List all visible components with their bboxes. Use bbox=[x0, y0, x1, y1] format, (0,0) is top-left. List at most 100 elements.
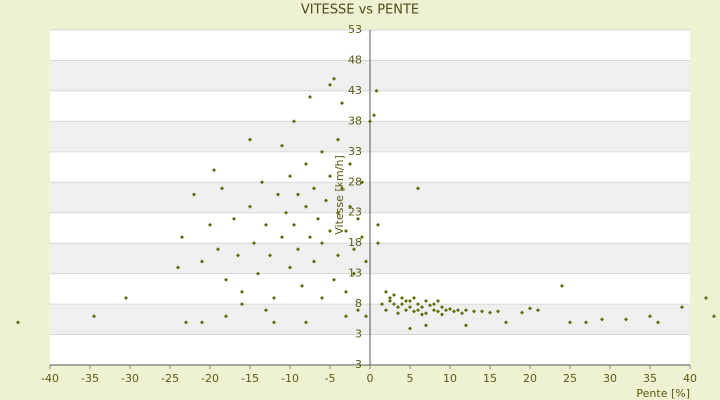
x-tick-label: -20 bbox=[201, 372, 219, 385]
scatter-point bbox=[296, 247, 300, 252]
scatter-point bbox=[416, 186, 420, 191]
x-tick-label: -35 bbox=[81, 372, 99, 385]
scatter-point bbox=[176, 265, 180, 270]
scatter-point bbox=[336, 210, 340, 215]
scatter-point bbox=[584, 320, 588, 325]
scatter-point bbox=[340, 186, 344, 191]
scatter-point bbox=[374, 88, 379, 93]
x-tick-label: 10 bbox=[443, 372, 457, 385]
scatter-point bbox=[208, 222, 212, 227]
scatter-point bbox=[312, 259, 316, 264]
scatter-point bbox=[388, 296, 392, 300]
scatter-point bbox=[272, 320, 276, 325]
scatter-point bbox=[412, 309, 416, 314]
chart-title: VITESSE vs PENTE bbox=[301, 3, 419, 18]
scatter-point bbox=[280, 143, 284, 148]
scatter-point bbox=[276, 192, 280, 197]
x-tick-label: -30 bbox=[121, 372, 139, 385]
y-axis-label: Vitesse [km/h] bbox=[333, 155, 346, 235]
scatter-point bbox=[260, 180, 264, 185]
scatter-point bbox=[332, 277, 336, 282]
scatter-point bbox=[560, 283, 564, 288]
scatter-point bbox=[440, 305, 444, 310]
x-tick-label: 25 bbox=[563, 372, 577, 385]
scatter-point bbox=[404, 308, 408, 313]
scatter-point bbox=[308, 95, 312, 99]
scatter-point bbox=[212, 168, 216, 173]
scatter-point bbox=[92, 314, 96, 319]
scatter-point bbox=[656, 320, 660, 325]
scatter-point bbox=[328, 174, 332, 179]
scatter-point bbox=[408, 299, 412, 304]
scatter-point bbox=[384, 308, 388, 313]
scatter-point bbox=[488, 310, 492, 315]
scatter-point bbox=[420, 305, 424, 310]
x-tick-label: -15 bbox=[241, 372, 259, 385]
scatter-point bbox=[504, 320, 508, 325]
x-tick-label: 0 bbox=[367, 372, 374, 385]
y-tick-label: 48 bbox=[348, 53, 362, 66]
scatter-point bbox=[392, 292, 396, 297]
x-tick-label: 20 bbox=[523, 372, 537, 385]
x-tick-label: -25 bbox=[161, 372, 179, 385]
x-tick-label: 40 bbox=[683, 372, 697, 385]
scatter-point bbox=[304, 162, 308, 166]
scatter-point bbox=[384, 289, 388, 294]
scatter-point bbox=[340, 101, 344, 106]
scatter-point bbox=[328, 82, 332, 87]
scatter-point bbox=[364, 259, 368, 264]
scatter-point bbox=[680, 305, 684, 310]
y-tick-label: 38 bbox=[348, 114, 362, 127]
scatter-point bbox=[396, 311, 400, 316]
scatter-point bbox=[528, 306, 532, 311]
scatter-point bbox=[220, 186, 224, 191]
scatter-point bbox=[372, 113, 376, 118]
scatter-point bbox=[460, 311, 464, 316]
scatter-point bbox=[496, 309, 500, 314]
scatter-point bbox=[284, 210, 288, 215]
scatter-point bbox=[180, 235, 184, 240]
scatter-point bbox=[444, 308, 448, 313]
scatter-point bbox=[240, 302, 244, 307]
scatter-point bbox=[408, 305, 412, 310]
scatter-point bbox=[288, 174, 292, 179]
scatter-point bbox=[480, 309, 484, 314]
scatter-point bbox=[380, 302, 384, 307]
scatter-point bbox=[376, 222, 380, 227]
x-tick-label: 5 bbox=[407, 372, 414, 385]
scatter-point bbox=[568, 320, 572, 325]
y-tick-label: 23 bbox=[348, 206, 362, 219]
scatter-point bbox=[224, 277, 228, 282]
x-tick-label: 30 bbox=[603, 372, 617, 385]
scatter-point bbox=[472, 309, 476, 314]
scatter-point bbox=[240, 289, 244, 294]
scatter-point bbox=[320, 241, 324, 246]
scatter-point bbox=[404, 299, 408, 304]
scatter-point bbox=[252, 241, 256, 246]
scatter-point bbox=[376, 241, 380, 246]
scatter-point bbox=[428, 303, 432, 308]
scatter-point bbox=[236, 253, 240, 258]
scatter-point bbox=[200, 259, 204, 264]
y-tick-label: 8 bbox=[355, 297, 362, 310]
scatter-point bbox=[416, 308, 420, 313]
scatter-point bbox=[344, 289, 348, 294]
scatter-point bbox=[432, 302, 436, 307]
y-tick-label: 53 bbox=[348, 23, 362, 36]
scatter-point bbox=[440, 312, 444, 317]
scatter-point bbox=[456, 308, 460, 313]
scatter-point bbox=[344, 314, 348, 319]
scatter-point bbox=[400, 296, 404, 300]
scatter-point bbox=[352, 247, 356, 252]
scatter-point bbox=[648, 314, 652, 319]
scatter-point bbox=[280, 235, 284, 240]
scatter-point bbox=[364, 314, 368, 319]
scatter-point bbox=[328, 229, 332, 233]
scatter-point bbox=[336, 253, 340, 258]
scatter-point bbox=[300, 283, 304, 288]
scatter-point bbox=[536, 308, 540, 313]
scatter-point bbox=[316, 216, 320, 221]
x-tick-label: -40 bbox=[41, 372, 59, 385]
scatter-point bbox=[312, 186, 316, 191]
scatter-point bbox=[436, 299, 440, 304]
